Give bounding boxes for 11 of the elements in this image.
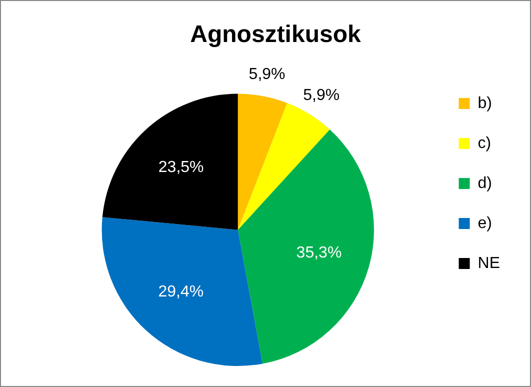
legend-label: NE: [478, 254, 500, 272]
legend-label: e): [478, 214, 492, 232]
data-label: 35,3%: [296, 244, 342, 262]
data-label: 23,5%: [158, 158, 204, 176]
data-label: 5,9%: [248, 66, 286, 83]
data-label: 5,9%: [303, 87, 340, 104]
legend-label: b): [478, 94, 492, 112]
data-label: 29,4%: [158, 284, 204, 301]
chart-title: Agnosztikusok: [190, 21, 362, 48]
legend-label: c): [478, 134, 492, 152]
legend-label: d): [478, 174, 492, 192]
